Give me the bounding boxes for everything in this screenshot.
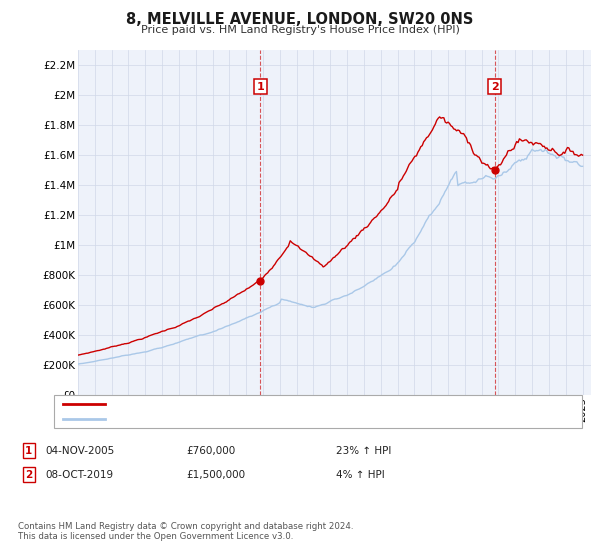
Text: 08-OCT-2019: 08-OCT-2019 — [45, 470, 113, 480]
Text: 2: 2 — [25, 470, 32, 480]
Text: 2: 2 — [491, 82, 499, 92]
Text: This data is licensed under the Open Government Licence v3.0.: This data is licensed under the Open Gov… — [18, 532, 293, 541]
Text: 8, MELVILLE AVENUE, LONDON, SW20 0NS: 8, MELVILLE AVENUE, LONDON, SW20 0NS — [127, 12, 473, 27]
Text: 04-NOV-2005: 04-NOV-2005 — [45, 446, 114, 456]
Text: Price paid vs. HM Land Registry's House Price Index (HPI): Price paid vs. HM Land Registry's House … — [140, 25, 460, 35]
Text: 1: 1 — [256, 82, 264, 92]
Text: 23% ↑ HPI: 23% ↑ HPI — [336, 446, 391, 456]
Text: HPI: Average price, detached house, Merton: HPI: Average price, detached house, Mert… — [111, 414, 341, 424]
Text: 1: 1 — [25, 446, 32, 456]
Text: £760,000: £760,000 — [186, 446, 235, 456]
Text: Contains HM Land Registry data © Crown copyright and database right 2024.: Contains HM Land Registry data © Crown c… — [18, 522, 353, 531]
Text: 4% ↑ HPI: 4% ↑ HPI — [336, 470, 385, 480]
Text: £1,500,000: £1,500,000 — [186, 470, 245, 480]
Text: 8, MELVILLE AVENUE, LONDON, SW20 0NS (detached house): 8, MELVILLE AVENUE, LONDON, SW20 0NS (de… — [111, 399, 425, 409]
